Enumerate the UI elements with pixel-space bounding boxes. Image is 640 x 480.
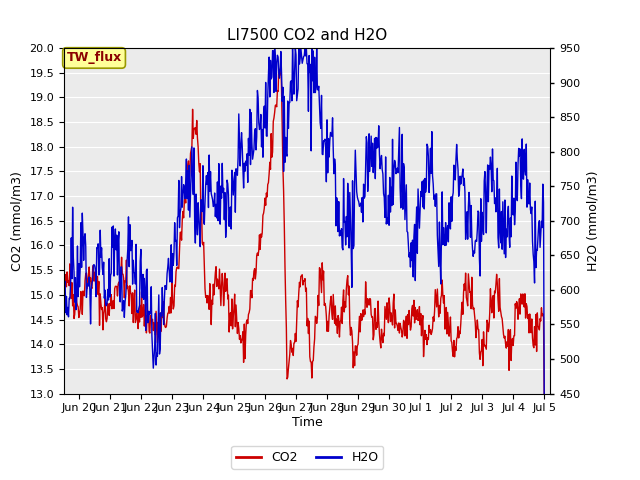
- Title: LI7500 CO2 and H2O: LI7500 CO2 and H2O: [227, 28, 387, 43]
- X-axis label: Time: Time: [292, 416, 323, 429]
- Legend: CO2, H2O: CO2, H2O: [231, 446, 383, 469]
- Text: TW_flux: TW_flux: [67, 51, 122, 64]
- Y-axis label: H2O (mmol/m3): H2O (mmol/m3): [586, 170, 599, 271]
- Y-axis label: CO2 (mmol/m3): CO2 (mmol/m3): [11, 171, 24, 271]
